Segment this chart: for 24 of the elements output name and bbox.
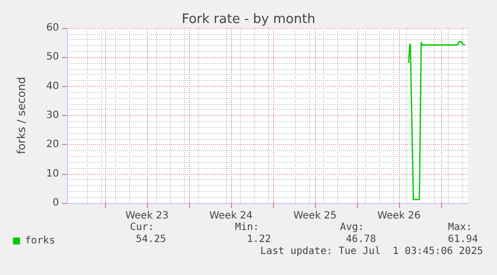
text: 54.25	[136, 234, 166, 245]
x-tick-label: Week 25	[293, 210, 337, 222]
text: Cur:	[130, 222, 154, 233]
y-axis-title: forks / second	[15, 76, 28, 154]
y-tick-label: 0	[52, 198, 59, 208]
text: 1.22	[246, 234, 271, 245]
text: 46.78	[346, 234, 376, 245]
text: Avg:	[340, 222, 364, 233]
text: Max:	[448, 222, 472, 233]
x-tick-label: Week 26	[377, 210, 421, 222]
legend-label: forks	[25, 236, 56, 246]
x-tick-label: Week 24	[209, 210, 253, 222]
y-tick-label: 30	[46, 110, 59, 121]
y-tick-label: 10	[46, 168, 59, 180]
text: 61.94	[448, 234, 478, 245]
chart-title: Fork rate - by month	[182, 12, 316, 27]
text: Min:	[235, 222, 260, 233]
y-tick-label: 20	[46, 139, 59, 150]
x-tick-label: Week 23	[125, 210, 169, 222]
text: Last update: Tue Jul 1 03:45:06 2025	[260, 246, 483, 257]
y-tick-label: 40	[46, 80, 59, 92]
y-tick-label: 60	[46, 22, 59, 34]
line-series	[408, 41, 466, 200]
y-tick-label: 50	[46, 52, 59, 63]
